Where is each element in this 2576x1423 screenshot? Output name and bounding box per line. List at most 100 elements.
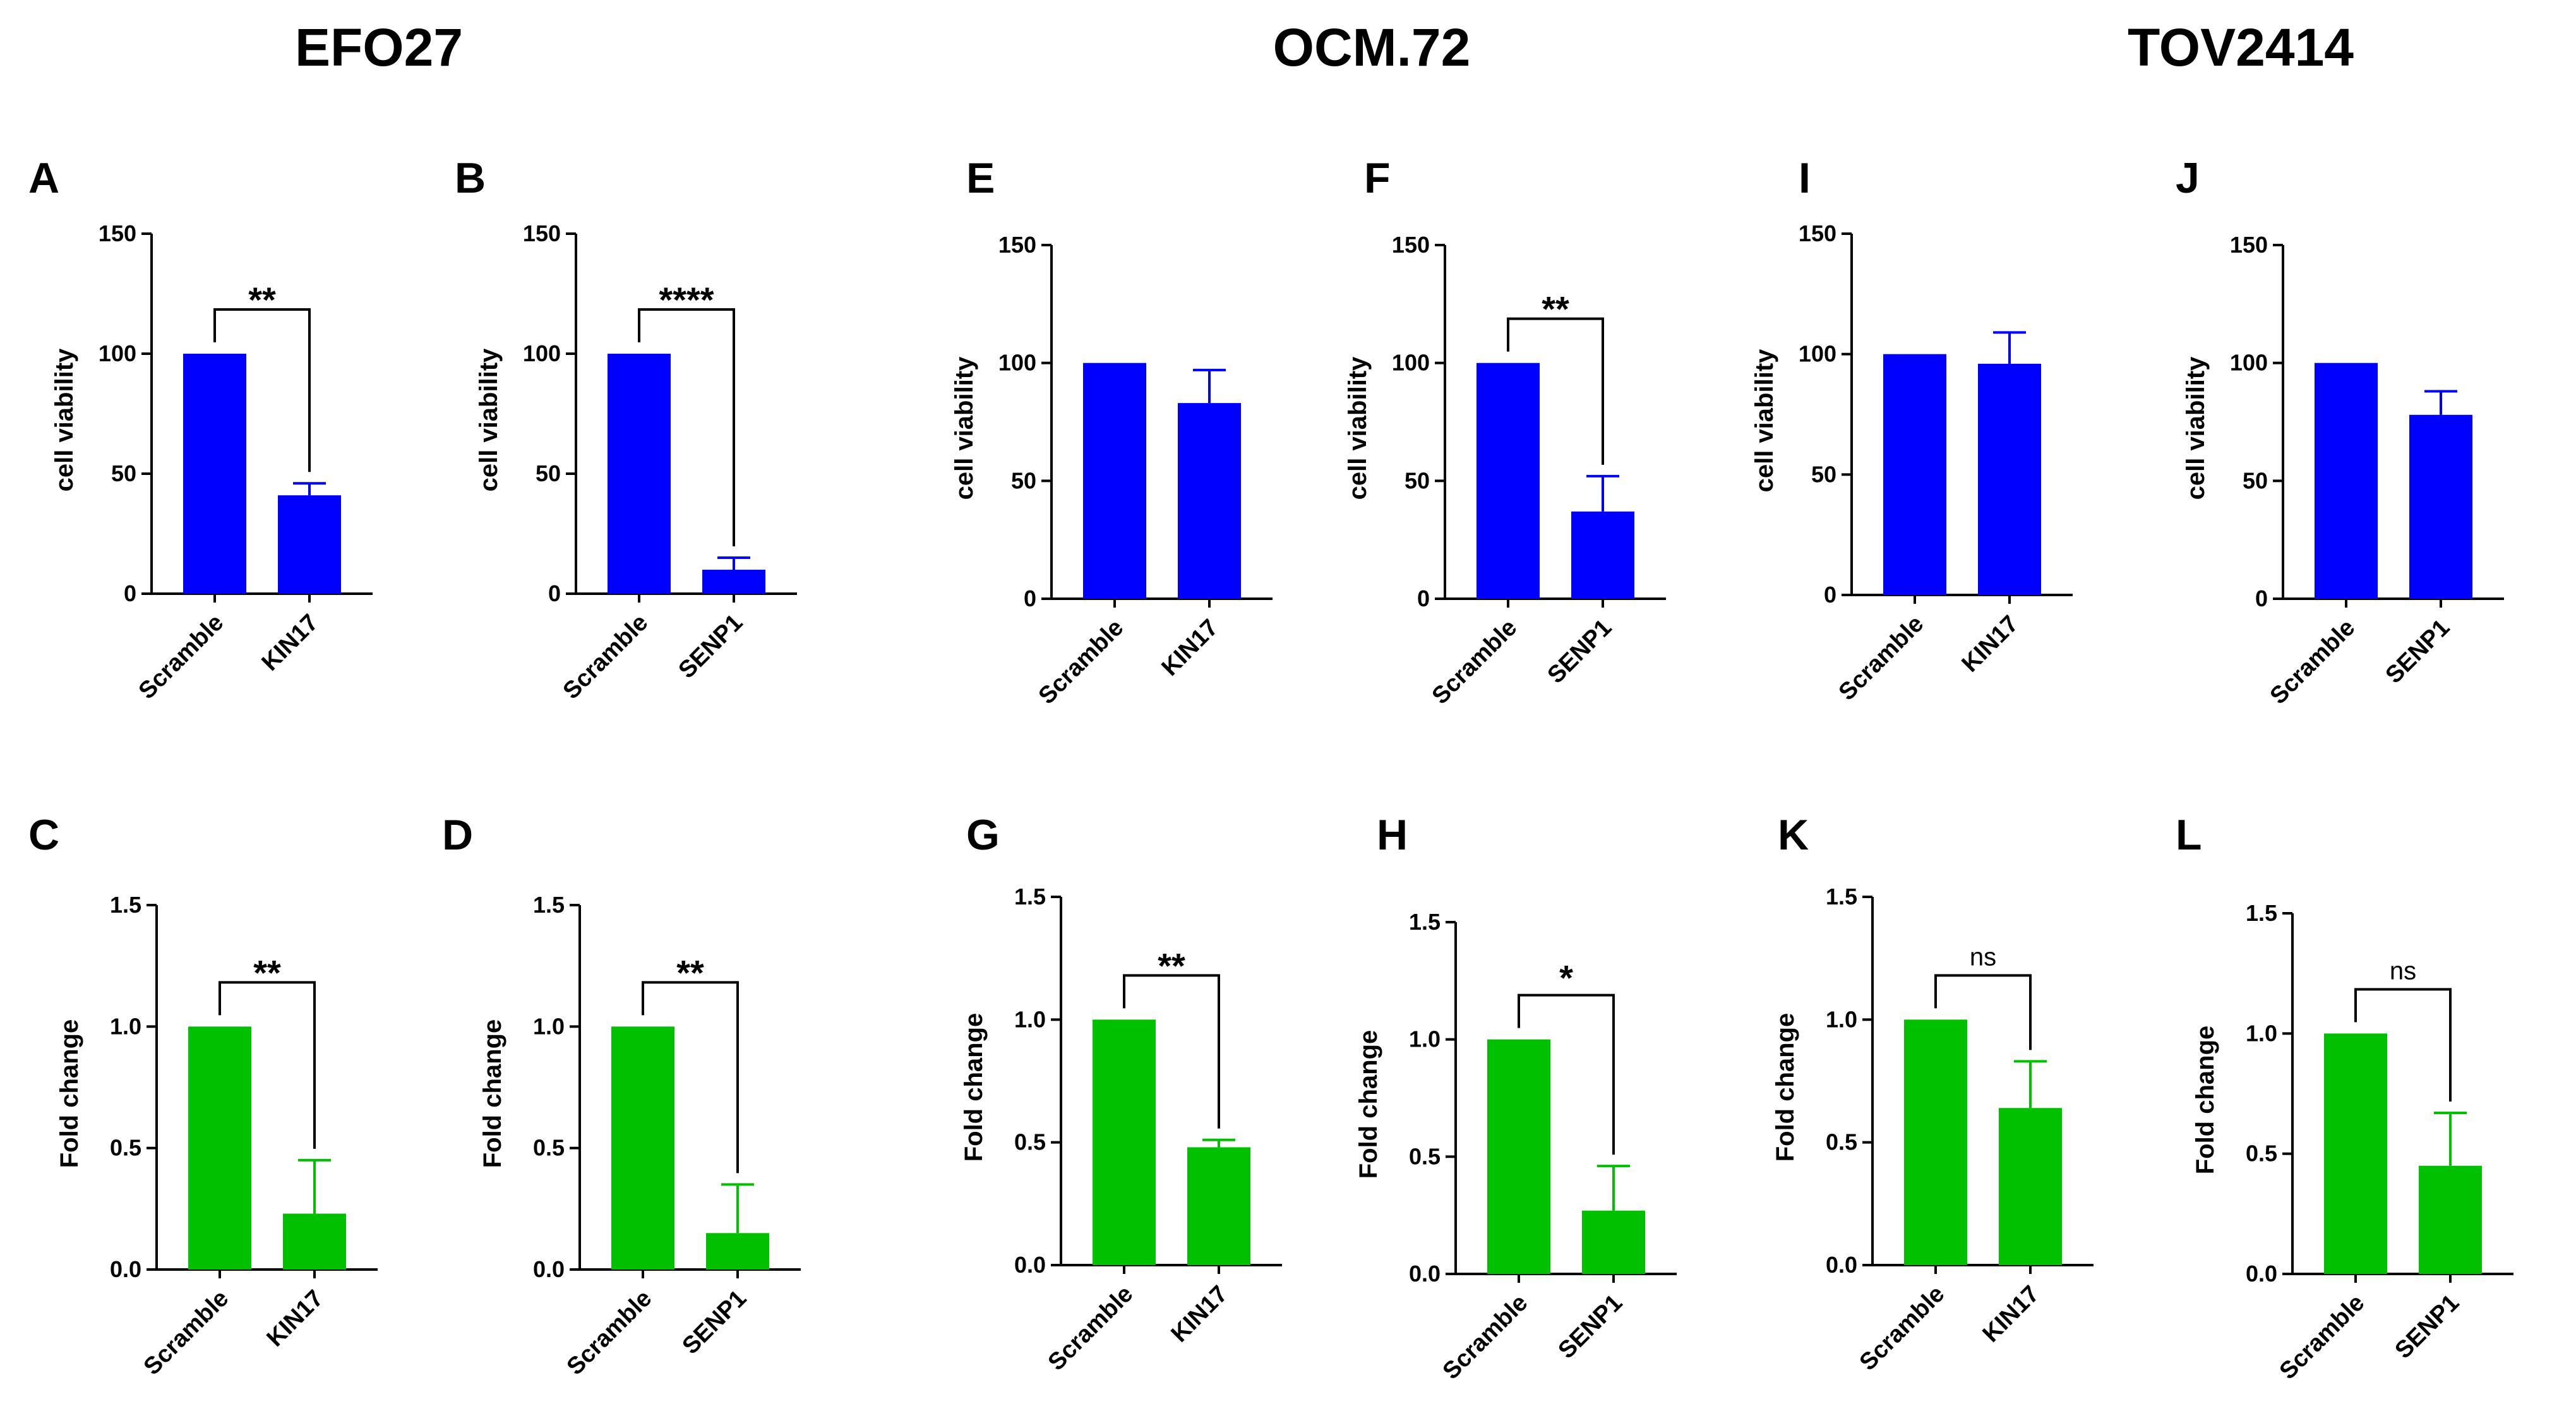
bar-g-kin17 (1187, 1147, 1250, 1265)
y-tick-label-c-3: 1.5 (110, 892, 141, 918)
significance-label-k: ns (1970, 943, 1996, 971)
x-tick-label-l-scramble: Scramble (2275, 1290, 2370, 1385)
x-tick-label-j-senp1: SENP1 (2381, 615, 2455, 689)
significance-label-h: * (1559, 958, 1573, 998)
bar-j-senp1 (2409, 414, 2472, 599)
y-tick-label-b-3: 150 (523, 220, 561, 246)
y-axis-title-b: cell viability (475, 348, 503, 492)
significance-bracket-g (1123, 974, 1220, 1129)
y-tick-label-l-1: 0.5 (2246, 1141, 2277, 1167)
panel-letter-i: I (1799, 154, 1811, 202)
panel-letter-j: J (2176, 154, 2200, 202)
significance-bracket-a (213, 308, 311, 472)
group-title-efo27: EFO27 (295, 18, 463, 77)
bar-e-kin17 (1178, 403, 1241, 599)
y-tick-label-f-3: 150 (1392, 232, 1430, 258)
significance-bracket-f (1507, 317, 1604, 465)
panel-letter-d: D (442, 811, 473, 859)
x-tick-label-b-senp1: SENP1 (674, 609, 748, 684)
bar-c-kin17 (283, 1213, 346, 1270)
y-tick-label-a-1: 50 (111, 460, 136, 486)
y-tick-label-h-2: 1.0 (1409, 1026, 1441, 1052)
y-tick-label-k-3: 1.5 (1826, 884, 1857, 910)
bar-d-scramble (611, 1026, 674, 1270)
x-tick-label-f-senp1: SENP1 (1543, 615, 1617, 689)
panel-f: F 0 50 100 150 cell viability Scramble SENP1 ** (1344, 154, 1666, 709)
y-tick-label-e-0: 0 (1024, 585, 1036, 611)
x-tick-label-a-scramble: Scramble (134, 609, 229, 705)
y-tick-label-i-0: 0 (1824, 582, 1836, 608)
y-axis-title-h: Fold change (1355, 1030, 1382, 1179)
y-axis-title-l: Fold change (2191, 1026, 2219, 1175)
y-tick-label-k-2: 1.0 (1826, 1006, 1857, 1032)
bar-k-scramble (1904, 1019, 1967, 1265)
y-tick-label-d-0: 0.0 (533, 1256, 565, 1282)
significance-label-g: ** (1158, 946, 1185, 985)
y-tick-label-a-2: 100 (99, 340, 136, 366)
y-tick-label-l-2: 1.0 (2246, 1020, 2277, 1046)
y-tick-label-h-0: 0.0 (1409, 1261, 1441, 1287)
x-tick-label-d-senp1: SENP1 (678, 1285, 752, 1360)
x-tick-label-e-kin17: KIN17 (1156, 615, 1223, 681)
y-axis-title-g: Fold change (960, 1013, 988, 1162)
y-tick-label-g-2: 1.0 (1014, 1006, 1046, 1032)
y-tick-label-d-2: 1.0 (533, 1013, 565, 1039)
significance-label-l: ns (2390, 957, 2416, 985)
y-tick-label-j-1: 50 (2243, 467, 2268, 493)
y-tick-label-a-3: 150 (99, 220, 136, 246)
panel-l: L 0.0 0.5 1.0 1.5 Fold change Scramble SENP1 ns (2176, 811, 2513, 1384)
y-tick-label-k-0: 0.0 (1826, 1252, 1857, 1278)
y-tick-label-e-1: 50 (1011, 467, 1036, 493)
panel-k: K 0.0 0.5 1.0 1.5 Fold change Scramble KIN17 ns (1771, 811, 2094, 1376)
y-tick-label-g-1: 0.5 (1014, 1129, 1046, 1155)
x-tick-label-h-scramble: Scramble (1438, 1290, 1533, 1385)
bar-c-scramble (188, 1026, 251, 1270)
panel-i: I 0 50 100 150 cell viability Scramble KIN17 (1751, 154, 2073, 705)
x-tick-label-d-scramble: Scramble (562, 1285, 657, 1381)
y-tick-label-i-3: 150 (1799, 220, 1836, 246)
x-tick-label-b-scramble: Scramble (558, 609, 654, 705)
significance-label-c: ** (253, 952, 281, 992)
bar-f-scramble (1477, 363, 1540, 599)
panel-letter-b: B (455, 154, 486, 202)
y-tick-label-j-3: 150 (2230, 232, 2268, 258)
y-tick-label-k-1: 0.5 (1826, 1129, 1857, 1155)
panel-h: H 0.0 0.5 1.0 1.5 Fold change Scramble SENP1 * (1355, 811, 1677, 1384)
panel-letter-g: G (966, 811, 1000, 859)
panel-b: B 0 50 100 150 cell viability Scramble SENP1 ***… (455, 154, 797, 704)
panel-g: G 0.0 0.5 1.0 1.5 Fold change Scramble KIN17 ** (960, 811, 1282, 1376)
bar-h-senp1 (1582, 1210, 1645, 1274)
significance-bracket-h (1518, 994, 1615, 1155)
y-axis-title-a: cell viability (51, 348, 78, 492)
significance-bracket-k (1934, 974, 2032, 1050)
y-tick-label-c-2: 1.0 (110, 1013, 141, 1039)
y-axis-title-e: cell viability (950, 356, 978, 500)
y-tick-label-g-3: 1.5 (1014, 884, 1046, 910)
bar-g-scramble (1093, 1019, 1156, 1265)
y-axis-title-i: cell viability (1751, 349, 1778, 493)
bar-b-senp1 (702, 570, 765, 594)
x-tick-label-c-kin17: KIN17 (261, 1285, 328, 1352)
significance-label-a: ** (248, 280, 276, 320)
bar-d-senp1 (706, 1233, 769, 1270)
x-tick-label-k-scramble: Scramble (1855, 1281, 1950, 1376)
y-tick-label-d-3: 1.5 (533, 892, 565, 918)
y-tick-label-g-0: 0.0 (1014, 1252, 1046, 1278)
y-tick-label-h-3: 1.5 (1409, 909, 1441, 935)
x-tick-label-k-kin17: KIN17 (1977, 1281, 2044, 1348)
significance-label-b: **** (659, 280, 714, 320)
bar-a-scramble (183, 354, 246, 594)
y-tick-label-c-1: 0.5 (110, 1135, 141, 1161)
y-tick-label-f-1: 50 (1405, 467, 1430, 493)
panel-letter-h: H (1377, 811, 1408, 859)
panel-letter-a: A (28, 154, 59, 202)
bar-k-kin17 (1999, 1108, 2062, 1265)
y-tick-label-l-3: 1.5 (2246, 900, 2277, 926)
panel-c: C 0.0 0.5 1.0 1.5 Fold change Scramble KIN17 ** (28, 811, 378, 1380)
bar-i-kin17 (1978, 363, 2041, 595)
y-tick-label-j-2: 100 (2230, 350, 2268, 376)
significance-bracket-d (642, 981, 739, 1174)
y-tick-label-l-0: 0.0 (2246, 1261, 2277, 1287)
y-axis-title-d: Fold change (479, 1019, 506, 1168)
